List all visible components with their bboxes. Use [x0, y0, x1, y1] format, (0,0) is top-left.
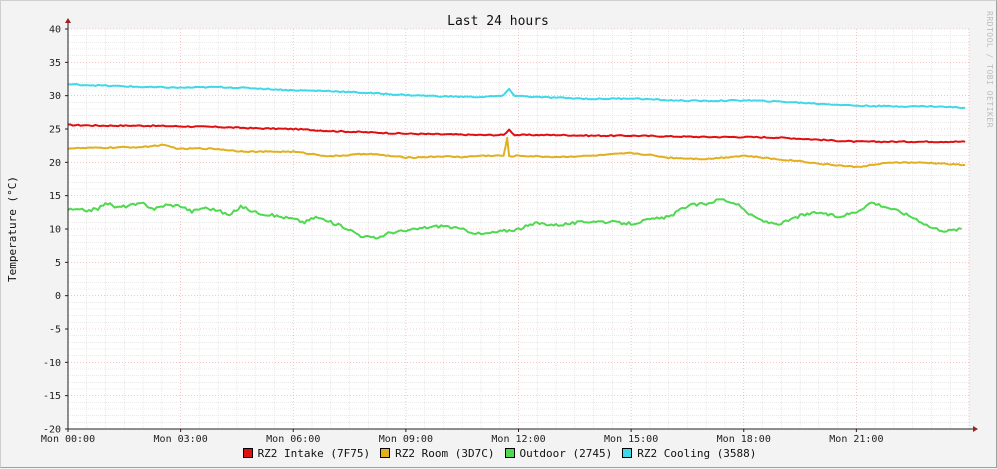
legend-swatch	[622, 448, 633, 458]
y-tick-label: 40	[49, 25, 61, 36]
legend-item: RZ2 Cooling (3588)	[622, 447, 756, 460]
series-line-2	[67, 198, 962, 240]
x-axis-arrow	[973, 426, 978, 432]
x-tick-labels: Mon 00:00 Mon 03:00 Mon 06:00 Mon 09:00 Mon …	[41, 434, 884, 445]
series-line-0	[68, 123, 966, 144]
legend-label: Outdoor (2745)	[519, 447, 613, 460]
y-axis-arrow	[65, 18, 71, 23]
x-tick-label: Mon 06:00	[266, 434, 320, 445]
y-tick-label: 10	[49, 225, 61, 236]
y-tick-label: 0	[55, 291, 61, 302]
legend: RZ2 Intake (7F75) RZ2 Room (3D7C) Outdoor …	[1, 447, 997, 460]
legend-swatch	[504, 448, 515, 458]
legend-swatch	[242, 448, 253, 458]
x-tick-label: Mon 00:00	[41, 434, 95, 445]
legend-label: RZ2 Room (3D7C)	[395, 447, 495, 460]
legend-item: RZ2 Room (3D7C)	[380, 447, 495, 460]
y-tick-label: 5	[55, 258, 61, 269]
legend-item: Outdoor (2745)	[504, 447, 613, 460]
y-tick-label: -20	[43, 425, 61, 436]
y-tick-label: -15	[43, 391, 61, 402]
legend-swatch	[380, 448, 391, 458]
rrdtool-watermark: RRDTOOL / TOBI OETIKER	[985, 11, 994, 128]
y-tick-label: 35	[49, 58, 61, 69]
y-axis-label: Temperature (°C)	[6, 176, 19, 282]
y-tick-label: 15	[49, 191, 61, 202]
x-tick-label: Mon 21:00	[829, 434, 883, 445]
y-tick-label: -10	[43, 358, 61, 369]
legend-item: RZ2 Intake (7F75)	[242, 447, 371, 460]
series-lines	[67, 83, 966, 240]
y-tick-labels: 40 35 30 25 20 15 10 5 0 -5 -10 -15 -20	[43, 25, 61, 436]
x-tick-label: Mon 15:00	[604, 434, 658, 445]
x-tick-label: Mon 18:00	[717, 434, 771, 445]
x-tick-label: Mon 03:00	[154, 434, 208, 445]
x-tick-label: Mon 12:00	[491, 434, 545, 445]
y-tick-label: 25	[49, 125, 61, 136]
y-tick-label: 20	[49, 158, 61, 169]
chart-title: Last 24 hours	[447, 14, 549, 29]
y-tick-label: -5	[49, 325, 61, 336]
series-line-1	[67, 136, 966, 169]
series-line-3	[67, 83, 966, 109]
y-tick-label: 30	[49, 91, 61, 102]
x-tick-label: Mon 09:00	[379, 434, 433, 445]
legend-label: RZ2 Cooling (3588)	[637, 447, 757, 460]
legend-label: RZ2 Intake (7F75)	[257, 447, 371, 460]
axes	[65, 18, 978, 432]
